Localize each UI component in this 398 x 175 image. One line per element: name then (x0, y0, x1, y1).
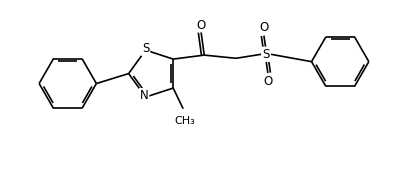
Text: S: S (142, 42, 149, 55)
Text: O: O (263, 75, 273, 88)
Text: CH₃: CH₃ (174, 116, 195, 125)
Text: S: S (262, 48, 269, 61)
Text: O: O (259, 21, 269, 34)
Text: N: N (140, 89, 148, 102)
Text: O: O (197, 19, 206, 32)
